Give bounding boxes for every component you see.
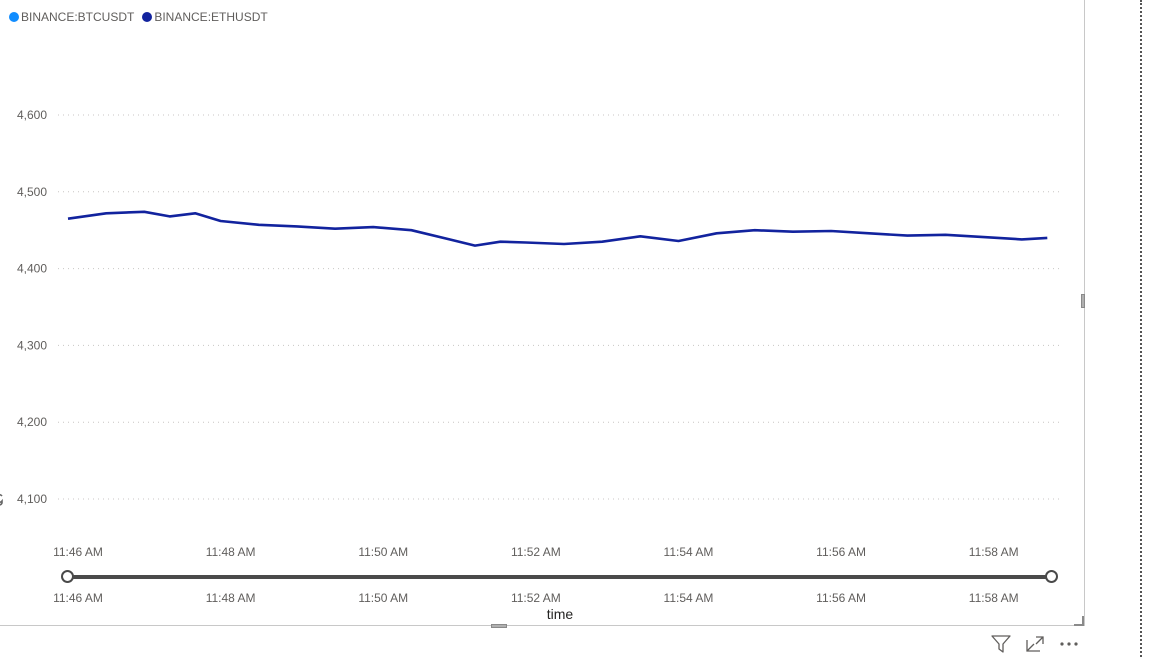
time-slider-track[interactable]: [68, 575, 1052, 579]
slider-tick-label: 11:56 AM: [816, 591, 866, 605]
y-tick-label: 4,100: [17, 492, 47, 506]
legend-marker-btcusdt: [9, 12, 19, 22]
y-tick-label: 4,300: [17, 338, 47, 352]
y-tick-label: 4,400: [17, 262, 47, 276]
series-lines: [67, 210, 1048, 247]
time-slider-end-handle[interactable]: [1045, 570, 1058, 583]
x-axis: 11:46 AM 11:48 AM 11:50 AM 11:52 AM 11:54 AM…: [53, 545, 1019, 559]
x-axis-title: time: [546, 606, 574, 622]
slider-tick-label: 11:54 AM: [664, 591, 714, 605]
time-slider-labels: 11:46 AM 11:48 AM 11:50 AM 11:52 AM 11:54 AM…: [53, 591, 1019, 605]
time-slider-start-handle[interactable]: [61, 570, 74, 583]
gridlines: [58, 114, 1060, 500]
y-tick-label: 4,200: [17, 415, 47, 429]
y-axis: 4,100 4,200 4,300 4,400 4,500 4,600: [17, 108, 47, 506]
resize-handle-right[interactable]: [1081, 294, 1085, 308]
slider-tick-label: 11:48 AM: [206, 591, 256, 605]
more-options-icon: [1060, 642, 1078, 646]
legend: BINANCE:BTCUSDT BINANCE:ETHUSDT: [9, 10, 276, 24]
visual-header-toolbar: [984, 632, 1086, 656]
x-tick-label: 11:46 AM: [53, 545, 103, 559]
legend-marker-ethusdt: [142, 12, 153, 22]
x-tick-label: 11:58 AM: [969, 545, 1019, 559]
focus-mode-icon: [1026, 636, 1044, 652]
legend-label-ethusdt: BINANCE:ETHUSDT: [154, 10, 268, 24]
slider-tick-label: 11:46 AM: [53, 591, 103, 605]
focus-mode-button[interactable]: [1018, 632, 1052, 656]
resize-handle-bottom[interactable]: [491, 624, 507, 628]
partial-glyph-icon: [0, 493, 3, 506]
series-line-ethusdt[interactable]: [67, 210, 1048, 247]
y-tick-label: 4,500: [17, 185, 47, 199]
page-boundary: [1140, 0, 1142, 657]
x-tick-label: 11:52 AM: [511, 545, 561, 559]
x-tick-label: 11:48 AM: [206, 545, 256, 559]
legend-item-btcusdt[interactable]: BINANCE:BTCUSDT: [9, 10, 134, 24]
y-tick-label: 4,600: [17, 108, 47, 122]
more-options-button[interactable]: [1052, 632, 1086, 656]
x-tick-label: 11:50 AM: [358, 545, 408, 559]
resize-handle-corner[interactable]: [1074, 616, 1084, 626]
filter-icon: [991, 635, 1011, 653]
filter-button[interactable]: [984, 632, 1018, 656]
legend-label-btcusdt: BINANCE:BTCUSDT: [21, 10, 135, 24]
legend-item-ethusdt[interactable]: BINANCE:ETHUSDT: [142, 10, 268, 24]
slider-tick-label: 11:52 AM: [511, 591, 561, 605]
slider-tick-label: 11:50 AM: [358, 591, 408, 605]
line-chart-visual: BINANCE:BTCUSDT BINANCE:ETHUSDT 4,100 4,2…: [0, 0, 1085, 628]
x-tick-label: 11:54 AM: [664, 545, 714, 559]
x-tick-label: 11:56 AM: [816, 545, 866, 559]
slider-tick-label: 11:58 AM: [969, 591, 1019, 605]
